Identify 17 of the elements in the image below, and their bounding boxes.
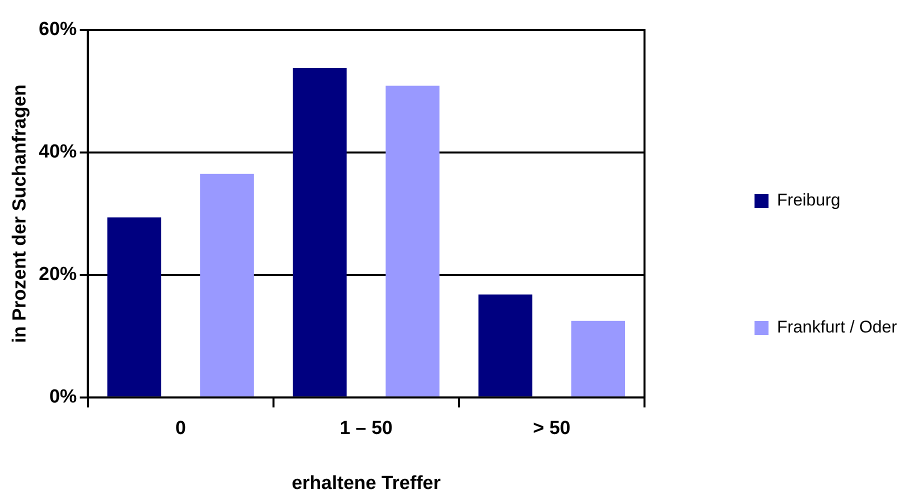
bar xyxy=(571,320,626,396)
y-axis-title: in Prozent der Suchanfragen xyxy=(10,84,31,344)
bar xyxy=(478,294,532,396)
y-tick-label: 0% xyxy=(49,386,77,408)
legend-label: Freiburg xyxy=(777,190,840,210)
y-tick-label: 40% xyxy=(38,142,77,163)
bar xyxy=(386,86,440,396)
x-tick-label: > 50 xyxy=(532,418,570,440)
x-axis-title: erhaltene Treffer xyxy=(292,472,442,494)
legend-label: Frankfurt / Oder xyxy=(777,318,898,337)
x-tick-label: 0 xyxy=(175,418,186,440)
x-tick-label: 1 – 50 xyxy=(340,418,393,440)
bar xyxy=(292,68,347,396)
bar xyxy=(107,217,162,396)
bar xyxy=(200,174,254,396)
y-tick-label: 60% xyxy=(38,19,77,40)
y-tick-label: 20% xyxy=(38,264,77,286)
